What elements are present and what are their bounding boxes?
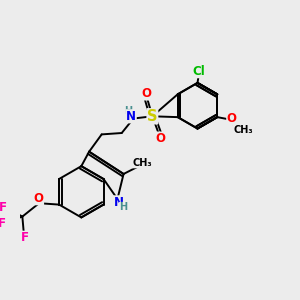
Text: N: N <box>126 110 136 123</box>
Text: CH₃: CH₃ <box>233 125 253 135</box>
Text: F: F <box>0 201 7 214</box>
Text: O: O <box>155 132 165 145</box>
Text: H: H <box>119 202 128 212</box>
Text: H: H <box>124 106 132 116</box>
Text: O: O <box>34 192 44 205</box>
Text: O: O <box>227 112 237 125</box>
Text: O: O <box>141 87 151 100</box>
Text: Cl: Cl <box>193 65 206 78</box>
Text: F: F <box>21 231 29 244</box>
Text: S: S <box>147 109 158 124</box>
Text: N: N <box>114 196 124 209</box>
Text: F: F <box>0 217 5 230</box>
Text: CH₃: CH₃ <box>132 158 152 168</box>
